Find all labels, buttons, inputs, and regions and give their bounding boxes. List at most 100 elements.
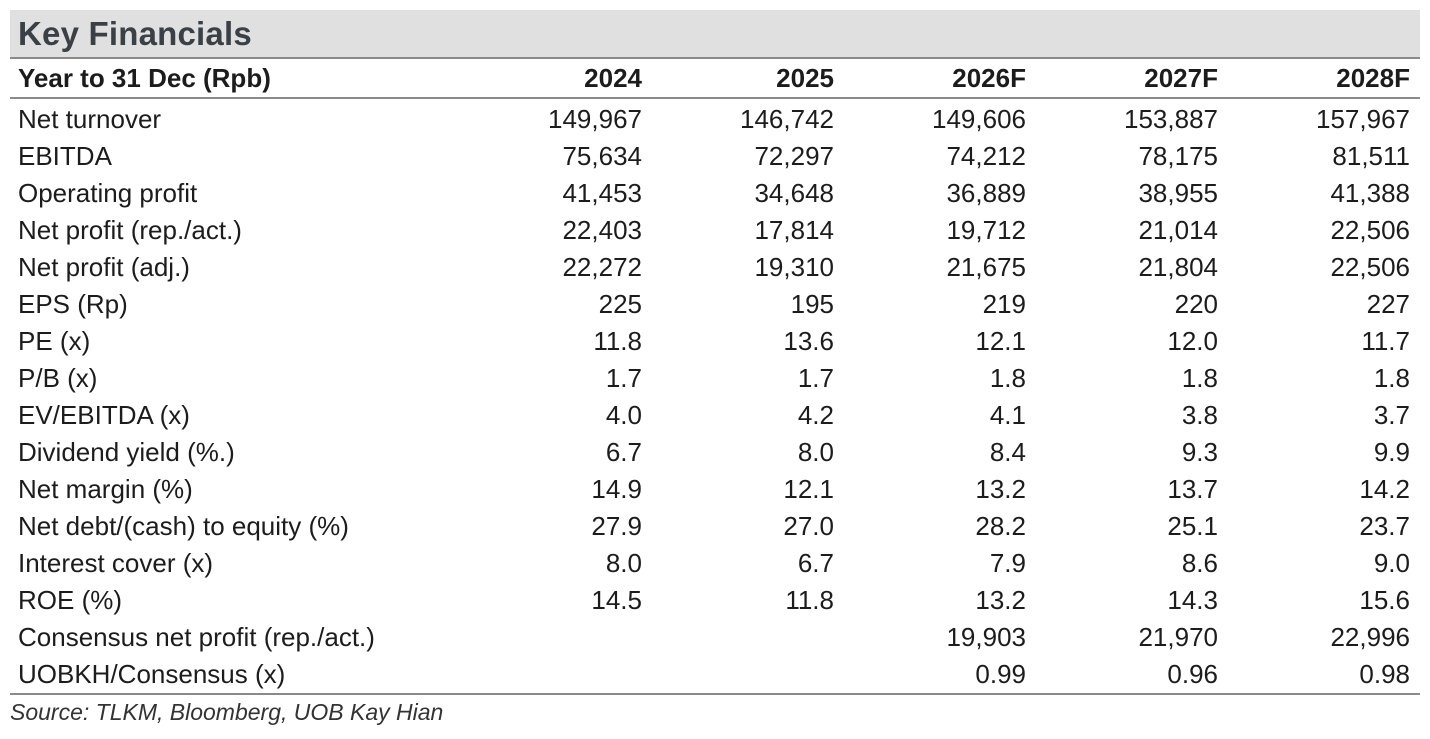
- cell-value: 149,606: [932, 104, 1026, 134]
- cell-value: 6.7: [605, 437, 642, 467]
- table-row: EV/EBITDA (x) 4.0 4.2 4.1 3.8 3.7: [10, 397, 1420, 434]
- table-body: Net turnover 149,967 146,742 149,606 153,887…: [10, 98, 1420, 695]
- cell-value: 0.98: [1228, 656, 1420, 695]
- cell-value: 7.9: [989, 548, 1026, 578]
- row-label: ROE (%): [18, 585, 122, 615]
- cell-value: 4.1: [989, 400, 1026, 430]
- cell-value: [652, 619, 844, 656]
- cell-value: 1.8: [1181, 363, 1218, 393]
- header-year: 2028F: [1228, 59, 1420, 99]
- row-label: EV/EBITDA (x): [18, 400, 190, 430]
- row-label: Interest cover (x): [18, 548, 214, 578]
- cell-value: [652, 656, 844, 695]
- row-label: Net margin (%): [18, 474, 193, 504]
- cell-value: 149,967: [548, 104, 642, 134]
- cell-value: 11.8: [593, 326, 642, 356]
- key-financials-panel: Key Financials Year to 31 Dec (Rpb) 2024…: [10, 10, 1420, 726]
- table-row: Net profit (adj.) 22,272 19,310 21,675 21,80…: [10, 249, 1420, 286]
- cell-value: 21,970: [1138, 622, 1218, 652]
- cell-value: 1.8: [989, 363, 1026, 393]
- cell-value: 227: [1366, 289, 1410, 319]
- cell-value: 153,887: [1124, 104, 1218, 134]
- cell-value: 4.2: [797, 400, 834, 430]
- cell-value: 6.7: [797, 548, 834, 578]
- cell-value: [460, 656, 652, 695]
- cell-value: 3.7: [1373, 400, 1410, 430]
- cell-value: 146,742: [740, 104, 834, 134]
- row-label: Operating profit: [18, 178, 198, 208]
- table-row: Net margin (%) 14.9 12.1 13.2 13.7 14.2: [10, 471, 1420, 508]
- cell-value: 9.3: [1181, 437, 1218, 467]
- header-year: 2024: [460, 59, 652, 99]
- cell-value: 4.0: [605, 400, 642, 430]
- cell-value: 23.7: [1359, 511, 1410, 541]
- cell-value: 21,014: [1138, 215, 1218, 245]
- cell-value: 19,903: [946, 622, 1026, 652]
- cell-value: 19,712: [946, 215, 1026, 245]
- table-row: Interest cover (x) 8.0 6.7 7.9 8.6 9.0: [10, 545, 1420, 582]
- header-row: Year to 31 Dec (Rpb) 2024 2025 2026F 202…: [10, 59, 1420, 99]
- cell-value: 34,648: [754, 178, 834, 208]
- cell-value: 22,403: [562, 215, 642, 245]
- cell-value: 14.5: [591, 585, 642, 615]
- financials-table: Year to 31 Dec (Rpb) 2024 2025 2026F 202…: [10, 59, 1420, 695]
- cell-value: 8.0: [605, 548, 642, 578]
- cell-value: 78,175: [1138, 141, 1218, 171]
- cell-value: 22,996: [1330, 622, 1410, 652]
- cell-value: 195: [790, 289, 834, 319]
- header-year: 2027F: [1036, 59, 1228, 99]
- cell-value: 219: [982, 289, 1026, 319]
- cell-value: 11.7: [1361, 326, 1410, 356]
- cell-value: 15.6: [1359, 585, 1410, 615]
- cell-value: 13.6: [783, 326, 834, 356]
- cell-value: [460, 619, 652, 656]
- cell-value: 75,634: [562, 141, 642, 171]
- row-label: PE (x): [18, 326, 91, 356]
- table-row: Dividend yield (%.) 6.7 8.0 8.4 9.3 9.9: [10, 434, 1420, 471]
- cell-value: 19,310: [754, 252, 834, 282]
- cell-value: 157,967: [1316, 104, 1410, 134]
- row-label: Net profit (rep./act.): [18, 215, 242, 245]
- title-bar: Key Financials: [10, 10, 1420, 59]
- cell-value: 11.8: [785, 585, 834, 615]
- cell-value: 9.9: [1373, 437, 1410, 467]
- table-row: Net debt/(cash) to equity (%) 27.9 27.0 28.…: [10, 508, 1420, 545]
- row-label: Net profit (adj.): [18, 252, 190, 282]
- row-label: Dividend yield (%.): [18, 437, 235, 467]
- row-label: UOBKH/Consensus (x): [10, 656, 460, 695]
- cell-value: 220: [1174, 289, 1218, 319]
- cell-value: 41,453: [562, 178, 642, 208]
- cell-value: 36,889: [946, 178, 1026, 208]
- cell-value: 13.2: [975, 474, 1026, 504]
- table-row: Consensus net profit (rep./act.) 19,903 21…: [10, 619, 1420, 656]
- page-title: Key Financials: [18, 14, 252, 52]
- cell-value: 1.7: [797, 363, 834, 393]
- row-label: Net turnover: [18, 104, 162, 134]
- cell-value: 1.7: [605, 363, 642, 393]
- cell-value: 38,955: [1138, 178, 1218, 208]
- table-row: Net profit (rep./act.) 22,403 17,814 19,712…: [10, 212, 1420, 249]
- table-row: EPS (Rp) 225 195 219 220 227: [10, 286, 1420, 323]
- header-year: 2025: [652, 59, 844, 99]
- cell-value: 12.1: [975, 326, 1026, 356]
- cell-value: 14.2: [1359, 474, 1410, 504]
- cell-value: 22,506: [1330, 215, 1410, 245]
- cell-value: 14.3: [1167, 585, 1218, 615]
- cell-value: 12.0: [1167, 326, 1218, 356]
- cell-value: 3.8: [1181, 400, 1218, 430]
- cell-value: 8.0: [797, 437, 834, 467]
- cell-value: 14.9: [591, 474, 642, 504]
- table-row: PE (x) 11.8 13.6 12.1 12.0 11.7: [10, 323, 1420, 360]
- header-year: 2026F: [844, 59, 1036, 99]
- cell-value: 8.4: [989, 437, 1026, 467]
- cell-value: 225: [598, 289, 642, 319]
- cell-value: 27.9: [591, 511, 642, 541]
- cell-value: 25.1: [1167, 511, 1218, 541]
- table-row: ROE (%) 14.5 11.8 13.2 14.3 15.6: [10, 582, 1420, 619]
- source-note: Source: TLKM, Bloomberg, UOB Kay Hian: [10, 699, 444, 725]
- table-row: Operating profit 41,453 34,648 36,889 38,955…: [10, 175, 1420, 212]
- table-row: UOBKH/Consensus (x) 0.99 0.96 0.98: [10, 656, 1420, 695]
- cell-value: 22,506: [1330, 252, 1410, 282]
- table-row: P/B (x) 1.7 1.7 1.8 1.8 1.8: [10, 360, 1420, 397]
- cell-value: 13.7: [1167, 474, 1218, 504]
